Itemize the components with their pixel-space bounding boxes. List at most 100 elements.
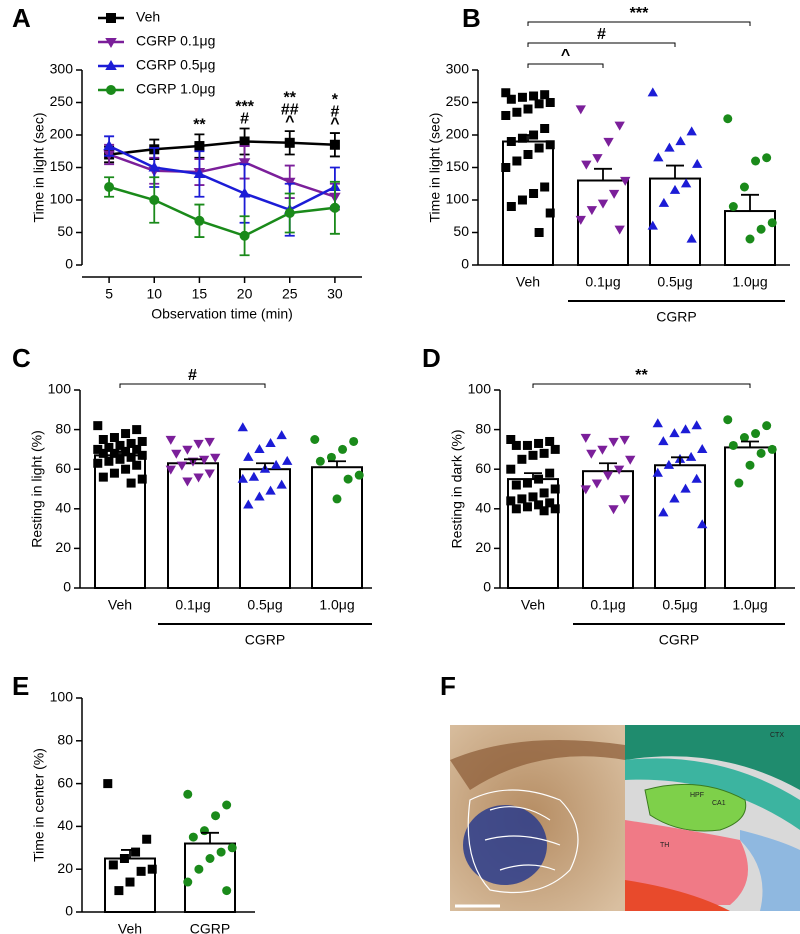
data-point <box>222 800 232 810</box>
data-point <box>506 94 516 104</box>
data-point <box>254 444 265 453</box>
y-tick-label: 40 <box>55 500 71 516</box>
data-point <box>686 126 697 136</box>
data-point <box>243 499 254 509</box>
data-point <box>119 854 129 863</box>
data-point <box>522 440 532 450</box>
data-point <box>183 789 193 799</box>
data-point <box>613 465 625 475</box>
data-point <box>243 451 254 461</box>
data-point <box>239 230 250 241</box>
data-point <box>691 420 702 430</box>
data-point <box>326 452 336 462</box>
data-point <box>137 474 147 484</box>
data-point <box>171 449 182 459</box>
data-point <box>199 826 209 836</box>
data-point <box>545 208 555 218</box>
y-tick-label: 20 <box>475 539 491 555</box>
data-point <box>575 215 586 225</box>
data-point <box>501 163 511 172</box>
x-tick-label: 1.0μg <box>319 597 354 613</box>
data-point <box>675 136 686 146</box>
panel-label: F <box>440 671 456 701</box>
y-tick-label: 100 <box>50 191 74 207</box>
y-tick-label: 60 <box>475 460 491 476</box>
error-bar <box>184 458 202 464</box>
data-point <box>767 444 777 454</box>
data-point <box>98 435 108 444</box>
significance-mark: # <box>240 111 249 128</box>
y-tick-label: 50 <box>453 223 469 239</box>
bar <box>654 464 706 589</box>
data-point <box>115 440 125 450</box>
data-point <box>265 438 276 448</box>
data-point <box>176 461 188 471</box>
data-point <box>756 448 766 458</box>
y-tick-label: 300 <box>50 61 74 77</box>
significance-bracket <box>527 42 676 47</box>
y-tick-label: 0 <box>63 579 71 595</box>
legend-marker <box>106 85 116 95</box>
data-point <box>216 847 226 857</box>
bar <box>239 468 291 590</box>
data-point <box>539 448 549 458</box>
data-point <box>103 140 115 151</box>
data-point <box>109 433 119 443</box>
data-point <box>284 208 295 218</box>
data-point <box>534 228 544 237</box>
data-point <box>767 218 777 228</box>
data-point <box>619 495 630 505</box>
x-tick-label: 15 <box>192 286 208 302</box>
data-point <box>517 92 527 102</box>
atlas-midbrain <box>625 880 730 911</box>
data-point <box>238 158 251 169</box>
series-line <box>108 185 336 238</box>
data-point <box>104 442 114 452</box>
data-point <box>620 176 631 186</box>
significance-mark: *** <box>235 99 254 116</box>
data-point <box>511 440 521 450</box>
x-tick-label: Veh <box>108 597 132 613</box>
significance-mark: # <box>188 367 197 384</box>
data-point <box>550 504 560 514</box>
data-point <box>310 435 320 444</box>
error-bar <box>741 440 759 448</box>
error-bar <box>524 472 542 480</box>
significance-mark: ^ <box>330 115 339 132</box>
data-point <box>198 455 210 465</box>
error-bar <box>599 462 617 472</box>
data-point <box>545 498 555 508</box>
x-tick-label: 1.0μg <box>732 274 767 290</box>
data-point <box>739 433 749 443</box>
y-tick-label: 0 <box>65 256 73 272</box>
atlas-hippocampus <box>644 783 747 832</box>
data-point <box>188 832 198 842</box>
data-point <box>680 424 691 434</box>
legend-label: Veh <box>136 9 160 25</box>
series-line <box>108 144 336 212</box>
x-tick-label: 20 <box>237 286 253 302</box>
data-point <box>697 444 708 453</box>
data-point <box>142 834 152 844</box>
data-point <box>723 415 733 425</box>
y-tick-label: 80 <box>475 420 491 436</box>
data-point <box>165 465 176 475</box>
legend-label: CGRP 0.5μg <box>136 57 215 73</box>
data-point <box>103 779 113 789</box>
panel-label: A <box>12 3 31 33</box>
data-point <box>592 154 603 164</box>
data-point <box>580 485 591 495</box>
data-point <box>283 177 296 188</box>
bar <box>577 179 629 266</box>
data-point <box>239 136 250 147</box>
data-point <box>614 225 625 235</box>
data-point <box>652 418 663 428</box>
data-point <box>575 105 586 115</box>
data-point <box>276 430 287 440</box>
data-point <box>658 197 670 207</box>
atlas-label: CTX <box>770 732 784 739</box>
data-point <box>237 422 248 432</box>
data-point <box>545 468 555 478</box>
dye-spot <box>463 805 547 885</box>
data-point <box>581 160 592 170</box>
